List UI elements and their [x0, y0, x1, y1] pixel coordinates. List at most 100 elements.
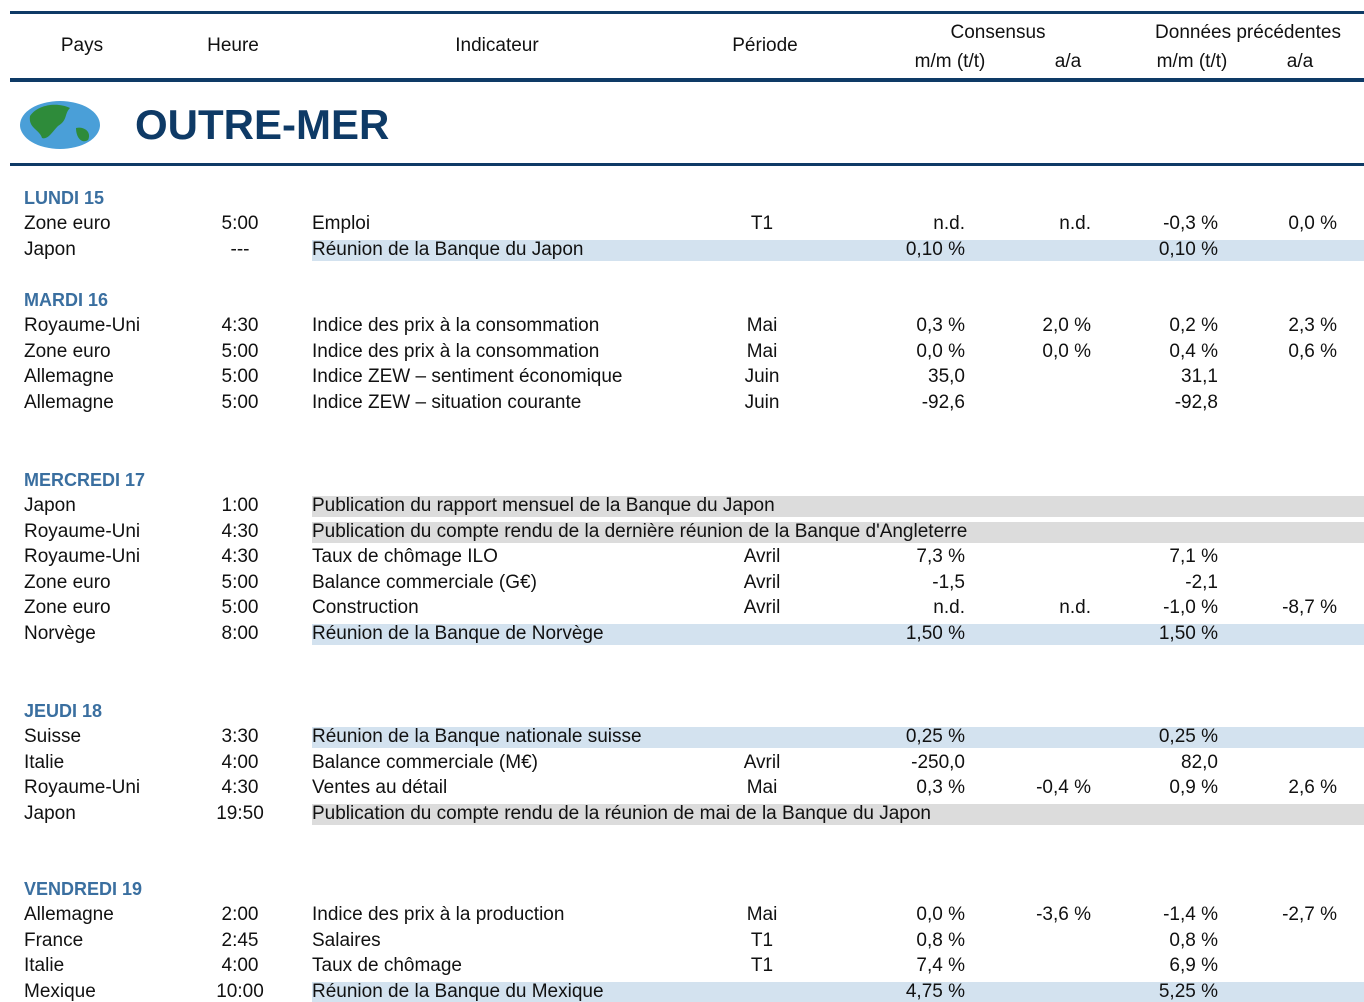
cell-consensus-mm: 0,25 % — [905, 726, 965, 747]
row-highlight — [312, 727, 1364, 748]
cell-consensus-yy: 2,0 % — [1042, 315, 1091, 336]
cell-previous-mm: -0,3 % — [1163, 213, 1218, 234]
cell-previous-yy: -2,7 % — [1282, 904, 1337, 925]
cell-indicator: Publication du compte rendu de la réunio… — [312, 802, 931, 824]
cell-consensus-mm: n.d. — [933, 597, 965, 619]
cell-consensus-mm: 1,50 % — [905, 623, 965, 644]
cell-country: Allemagne — [24, 391, 114, 413]
cell-country: Japon — [24, 238, 76, 260]
cell-time: 2:45 — [221, 929, 259, 951]
column-header: Indicateur — [455, 35, 539, 56]
cell-previous-yy: 2,3 % — [1288, 315, 1337, 336]
day-header: JEUDI 18 — [24, 701, 103, 721]
cell-period: T1 — [750, 929, 774, 951]
cell-country: Royaume-Uni — [24, 777, 141, 799]
cell-indicator: Taux de chômage ILO — [312, 546, 498, 568]
cell-period: Juin — [744, 366, 780, 388]
cell-time: 19:50 — [216, 802, 264, 824]
column-header: Données précédentes — [1155, 22, 1341, 43]
cell-country: Zone euro — [24, 340, 111, 362]
cell-period: Avril — [743, 571, 781, 593]
cell-country: Italie — [24, 751, 65, 773]
cell-time: 5:00 — [221, 213, 259, 234]
cell-country: Norvège — [24, 623, 96, 644]
cell-time: 5:00 — [221, 340, 259, 362]
cell-previous-mm: 0,2 % — [1169, 315, 1218, 336]
row-highlight — [312, 624, 1364, 645]
cell-time: 4:00 — [221, 751, 259, 773]
cell-consensus-yy: 0,0 % — [1042, 340, 1091, 362]
cell-previous-mm: 0,9 % — [1169, 777, 1218, 799]
cell-country: Japon — [24, 802, 76, 824]
cell-consensus-mm: 0,3 % — [916, 777, 965, 799]
cell-consensus-yy: n.d. — [1059, 213, 1091, 234]
day-header: LUNDI 15 — [24, 188, 105, 208]
cell-time: 5:00 — [221, 391, 259, 413]
row-highlight — [312, 803, 1364, 825]
cell-country: Zone euro — [24, 213, 111, 234]
cell-time: 3:30 — [221, 726, 259, 747]
cell-previous-mm: 31,1 — [1181, 366, 1218, 388]
cell-period: Juin — [744, 391, 780, 413]
cell-consensus-yy: n.d. — [1059, 597, 1091, 619]
row-highlight — [312, 521, 1364, 543]
cell-consensus-mm: 0,0 % — [916, 340, 965, 362]
cell-period: Mai — [746, 777, 778, 799]
globe-icon — [20, 101, 100, 149]
cell-country: Royaume-Uni — [24, 315, 141, 336]
cell-previous-mm: 6,9 % — [1169, 955, 1218, 977]
banner-title: OUTRE-MER — [135, 101, 390, 148]
cell-previous-mm: -1,0 % — [1163, 597, 1218, 619]
cell-indicator: Publication du compte rendu de la derniè… — [312, 520, 968, 542]
cell-country: Suisse — [24, 726, 82, 747]
cell-consensus-mm: 7,4 % — [916, 955, 965, 977]
column-header: Consensus — [950, 22, 1046, 43]
cell-consensus-mm: 7,3 % — [916, 546, 965, 568]
cell-period: Avril — [743, 597, 781, 619]
cell-time: 10:00 — [216, 980, 264, 1002]
cell-indicator: Balance commerciale (M€) — [312, 751, 538, 773]
row-highlight — [312, 981, 1364, 1002]
cell-country: Allemagne — [24, 366, 114, 388]
cell-indicator: Indice ZEW – sentiment économique — [312, 366, 623, 388]
cell-previous-mm: 7,1 % — [1169, 546, 1218, 568]
cell-previous-yy: 2,6 % — [1288, 777, 1337, 799]
column-header: a/a — [1286, 51, 1314, 72]
cell-previous-yy: -8,7 % — [1282, 597, 1337, 619]
cell-consensus-mm: 35,0 — [928, 366, 965, 388]
cell-indicator: Salaires — [312, 929, 381, 951]
cell-time: 4:00 — [221, 955, 259, 977]
cell-indicator: Indice des prix à la production — [312, 904, 565, 925]
cell-previous-mm: -1,4 % — [1163, 904, 1218, 925]
cell-indicator: Taux de chômage — [312, 955, 462, 977]
cell-time: 8:00 — [221, 623, 259, 644]
cell-consensus-mm: 0,3 % — [916, 315, 965, 336]
cell-country: Italie — [24, 955, 65, 977]
cell-consensus-mm: -250,0 — [911, 751, 965, 773]
column-header: Heure — [207, 35, 259, 56]
cell-consensus-mm: -92,6 — [921, 391, 965, 413]
cell-period: Avril — [743, 751, 781, 773]
column-header: m/m (t/t) — [914, 51, 986, 72]
cell-previous-yy: 0,6 % — [1288, 340, 1337, 362]
cell-period: Avril — [743, 546, 781, 568]
cell-previous-mm: 0,25 % — [1158, 726, 1218, 747]
cell-time: 4:30 — [221, 315, 259, 336]
cell-consensus-yy: -3,6 % — [1036, 904, 1091, 925]
cell-time: 5:00 — [221, 571, 259, 593]
cell-country: Mexique — [24, 980, 96, 1002]
cell-previous-mm: 0,8 % — [1169, 929, 1218, 951]
cell-time: 4:30 — [221, 777, 259, 799]
cell-indicator: Indice des prix à la consommation — [312, 340, 600, 362]
cell-indicator: Publication du rapport mensuel de la Ban… — [312, 495, 775, 516]
row-highlight — [312, 239, 1364, 261]
cell-consensus-mm: 0,10 % — [905, 238, 965, 260]
banner-rule — [10, 163, 1364, 166]
cell-indicator: Ventes au détail — [312, 777, 448, 799]
cell-previous-mm: 0,10 % — [1158, 238, 1218, 260]
cell-indicator: Indice des prix à la consommation — [312, 315, 600, 336]
cell-country: Royaume-Uni — [24, 546, 141, 568]
cell-time: 5:00 — [221, 366, 259, 388]
cell-period: T1 — [750, 955, 774, 977]
